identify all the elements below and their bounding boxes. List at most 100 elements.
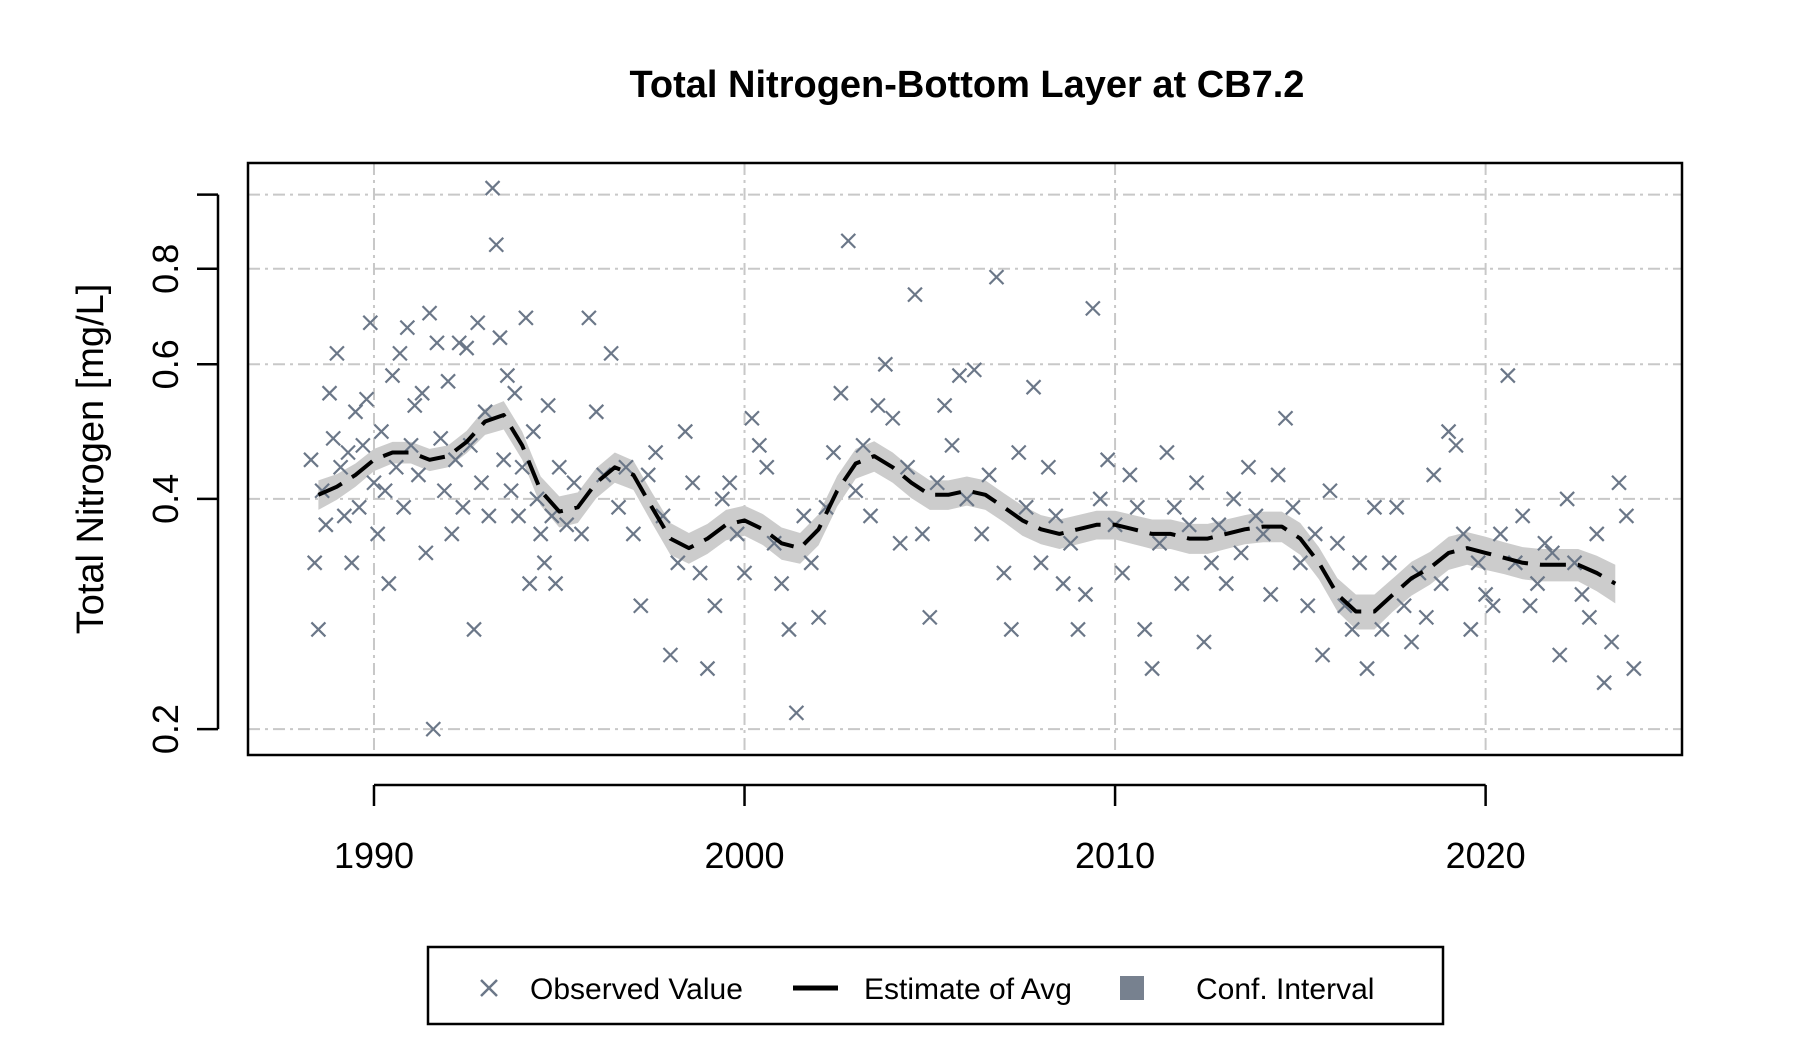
observed-point (1262, 586, 1279, 603)
chart-title: Total Nitrogen-Bottom Layer at CB7.2 (630, 64, 1305, 106)
observed-point (929, 474, 945, 491)
observed-point (458, 340, 475, 356)
observed-point (466, 621, 482, 638)
observed-point (1003, 621, 1020, 638)
observed-point (1218, 575, 1235, 592)
observed-point (425, 721, 442, 737)
observed-point (944, 437, 960, 454)
observed-point (351, 499, 367, 516)
observed-point (547, 575, 564, 592)
observed-point (988, 269, 1005, 285)
observed-point (588, 404, 605, 420)
observed-point (1233, 545, 1249, 561)
observed-point (1159, 444, 1175, 461)
observed-point (444, 526, 460, 542)
observed-point (892, 535, 908, 552)
observed-point (922, 609, 938, 626)
observed-point (581, 310, 597, 326)
observed-point (1092, 491, 1109, 507)
observed-point (721, 474, 738, 491)
observed-point (388, 459, 404, 476)
observed-point (477, 404, 493, 420)
observed-point (758, 459, 775, 476)
observed-point (1626, 660, 1642, 677)
observed-point (329, 345, 345, 362)
observed-point (1337, 597, 1353, 614)
y-tick-label: 0.2 (145, 704, 186, 754)
y-tick-label: 0.8 (145, 244, 186, 294)
observed-point (529, 491, 545, 507)
observed-point (362, 314, 379, 331)
observed-point (1500, 367, 1516, 384)
estimate-line (317, 413, 1617, 614)
observed-points-layer (303, 180, 1642, 737)
observed-point (321, 385, 338, 401)
observed-point (340, 444, 356, 461)
observed-point (1040, 459, 1057, 476)
observed-point (1477, 586, 1494, 603)
observed-point (303, 452, 319, 468)
observed-point (610, 499, 627, 516)
observed-point (536, 555, 553, 571)
observed-point (684, 474, 701, 491)
observed-point (347, 404, 364, 420)
observed-point (1514, 508, 1531, 524)
observed-point (729, 526, 745, 542)
observed-point (825, 444, 842, 461)
observed-point (1329, 535, 1346, 552)
observed-point (1418, 609, 1435, 626)
observed-point (447, 452, 464, 468)
legend-ci-swatch (1120, 976, 1144, 1000)
observed-point (566, 474, 582, 491)
observed-point (414, 385, 430, 401)
observed-point (1248, 508, 1264, 524)
observed-point (1440, 423, 1457, 440)
observed-point (1433, 575, 1449, 592)
observed-point (959, 491, 975, 507)
observed-point (1144, 660, 1160, 677)
observed-point (1574, 586, 1590, 603)
observed-point (796, 508, 812, 524)
observed-point (870, 397, 886, 414)
observed-point (951, 367, 968, 384)
observed-point (677, 423, 694, 440)
observed-point (833, 385, 849, 401)
observed-point (692, 565, 708, 581)
observed-point (432, 430, 449, 447)
observed-point (325, 430, 342, 447)
observed-point (451, 335, 467, 351)
legend-ci-label: Conf. Interval (1196, 973, 1374, 1006)
observed-point (1470, 555, 1486, 571)
observed-point (525, 423, 542, 440)
observed-point (1181, 517, 1197, 533)
observed-point (518, 310, 534, 326)
x-tick-label: 1990 (334, 835, 414, 876)
observed-point (1211, 517, 1227, 533)
observed-point (1425, 467, 1442, 483)
observed-point (1522, 597, 1538, 614)
observed-point (1085, 300, 1101, 317)
observed-point (1099, 452, 1116, 468)
observed-point (840, 233, 857, 249)
observed-point (1299, 597, 1316, 614)
observed-point (1307, 526, 1323, 542)
observed-point (436, 482, 453, 499)
y-axis-label: Total Nitrogen [mg/L] (70, 284, 112, 635)
observed-point (707, 597, 723, 614)
observed-point (521, 575, 538, 592)
observed-point (751, 437, 768, 454)
observed-point (473, 474, 490, 491)
observed-point (1070, 621, 1086, 638)
plot-frame (246, 161, 1684, 757)
observed-point (1611, 474, 1627, 491)
observed-point (392, 345, 408, 362)
legend-box (426, 945, 1445, 1026)
observed-point (1463, 621, 1479, 638)
observed-point (418, 545, 434, 561)
observed-point (1225, 491, 1242, 507)
observed-point (1270, 467, 1286, 483)
observed-point (1603, 634, 1620, 650)
observed-point (406, 397, 423, 414)
observed-point (369, 526, 386, 542)
